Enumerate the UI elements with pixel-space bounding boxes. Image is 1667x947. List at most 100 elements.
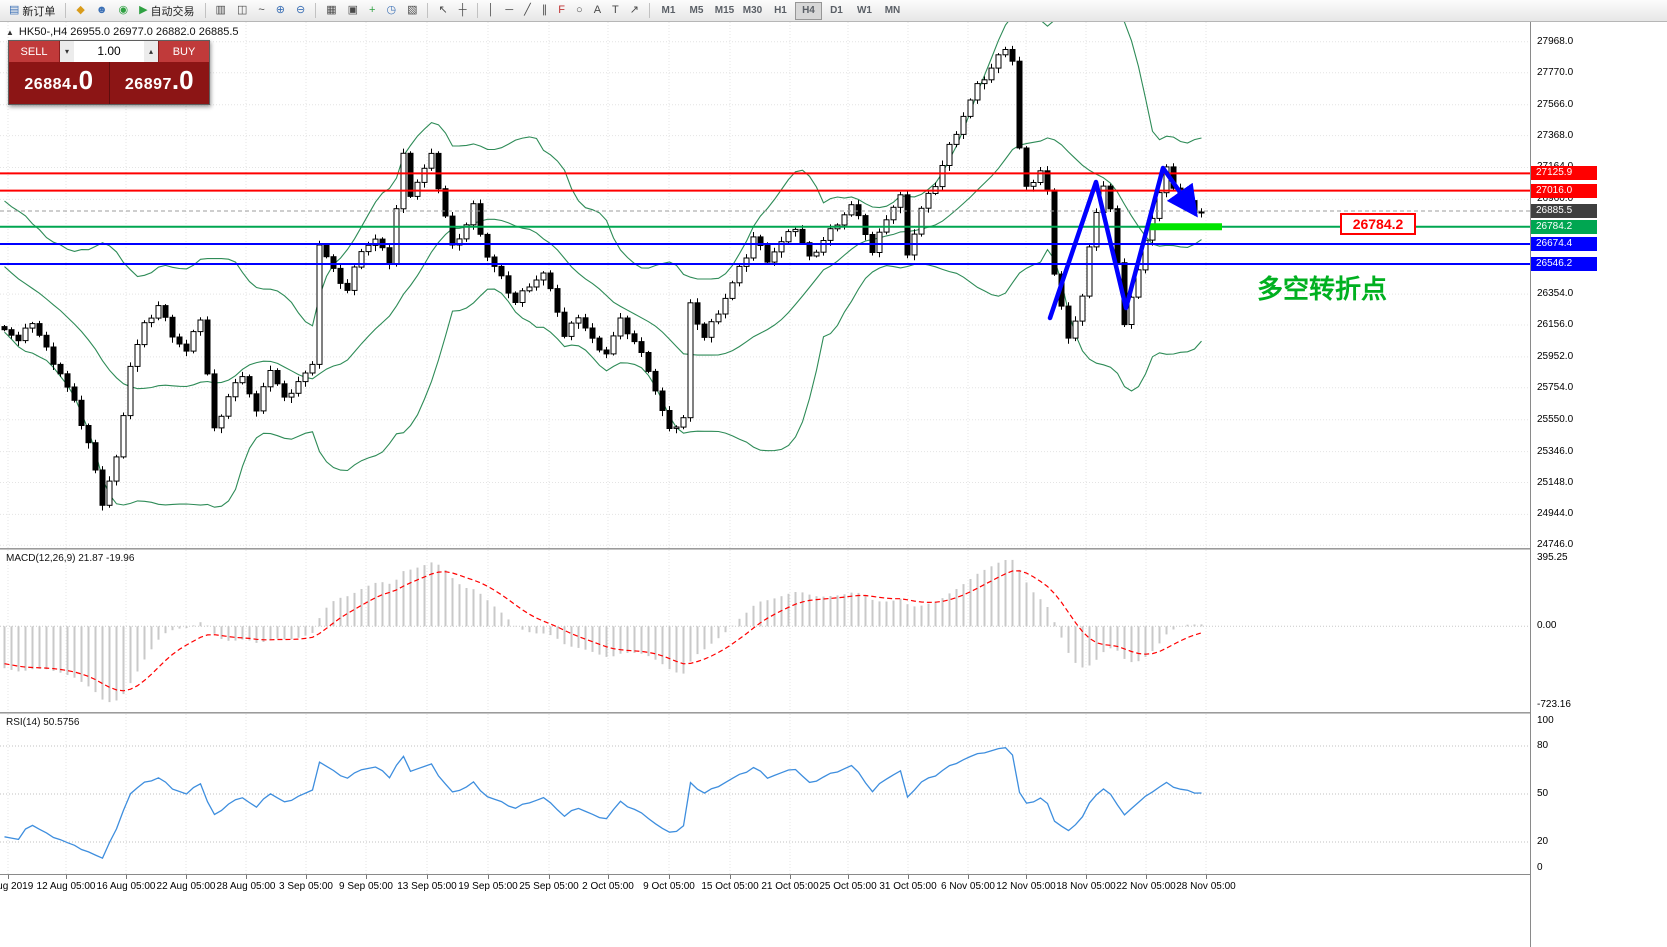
pane-separator[interactable]	[0, 712, 1667, 714]
timeframe-w1-button[interactable]: W1	[851, 2, 878, 20]
auto-trading-label: 自动交易	[150, 5, 195, 18]
volume-input[interactable]: 1.00	[74, 41, 144, 62]
timeframe-m5-button[interactable]: M5	[683, 2, 710, 20]
crosshair-button[interactable]: ┼	[454, 2, 472, 20]
price-callout[interactable]: 26784.2	[1340, 213, 1416, 235]
profile-button[interactable]: ☻	[91, 2, 113, 20]
price-tick-label: 25346.0	[1537, 446, 1574, 457]
time-tick	[488, 875, 489, 879]
price-tick-label: 26156.0	[1537, 319, 1574, 330]
volume-decrease-button[interactable]: ▾	[60, 41, 74, 62]
tile-windows-button[interactable]: ▣	[343, 2, 363, 20]
time-tick-label: 15 Oct 05:00	[701, 881, 759, 892]
pane-separator[interactable]	[0, 548, 1667, 550]
rsi-pane[interactable]: RSI(14) 50.5756	[0, 714, 1530, 874]
bar-chart-button[interactable]: ▥	[211, 2, 231, 20]
macd-pane[interactable]: MACD(12,26,9) 21.87 -19.96	[0, 550, 1530, 712]
bollinger-upper-band	[4, 22, 1202, 327]
vertical-line-button[interactable]: │	[483, 2, 500, 20]
price-tick-label: 24944.0	[1537, 508, 1574, 519]
time-tick-label: 25 Sep 05:00	[519, 881, 579, 892]
timeframe-d1-button[interactable]: D1	[823, 2, 850, 20]
price-line-badge: 27016.0	[1531, 184, 1597, 198]
new-order-button[interactable]: ▤ 新订单	[4, 2, 60, 20]
price-axis-rsi[interactable]: 100 80 50 20 0	[1531, 714, 1667, 874]
time-tick	[908, 875, 909, 879]
price-tick-label: 27566.0	[1537, 99, 1574, 110]
auto-trading-icon: ▶	[139, 4, 148, 16]
label-icon: T	[612, 4, 619, 16]
shapes-button[interactable]: ○	[571, 2, 588, 20]
text-button[interactable]: A	[589, 2, 606, 20]
price-axis[interactable]: 27968.027770.027566.027368.027164.026960…	[1530, 22, 1667, 947]
toolbar-separator	[65, 3, 67, 18]
line-chart-button[interactable]: ~	[253, 2, 269, 20]
trendline-button[interactable]: ╱	[519, 2, 536, 20]
indicators-icon: +	[369, 4, 376, 16]
grid-button[interactable]: ▦	[321, 2, 341, 20]
tile-windows-icon: ▣	[347, 4, 359, 16]
toolbar-separator	[476, 3, 478, 18]
zoom-in-icon: ⊕	[275, 4, 285, 16]
candles	[1, 49, 1205, 506]
community-button[interactable]: ◆	[71, 2, 89, 20]
sell-price-button[interactable]: 26884.0	[9, 62, 109, 104]
time-tick-label: 28 Nov 05:00	[1176, 881, 1236, 892]
trend-zigzag-arrow[interactable]	[1047, 165, 1198, 321]
buy-button[interactable]: BUY	[159, 41, 209, 62]
timeframe-m30-button[interactable]: M30	[739, 2, 766, 20]
macd-histogram	[3, 559, 1203, 703]
globe-button[interactable]: ◉	[113, 2, 133, 20]
new-order-icon: ▤	[9, 4, 20, 16]
globe-icon: ◉	[118, 4, 129, 16]
timeframe-h1-button[interactable]: H1	[767, 2, 794, 20]
panel-toggle-icon[interactable]: ▲	[6, 27, 14, 37]
macd-canvas[interactable]	[0, 550, 1530, 712]
cursor-button[interactable]: ↖	[433, 2, 452, 20]
time-tick-label: 16 Aug 05:00	[96, 881, 156, 892]
time-tick	[186, 875, 187, 879]
period-button[interactable]: ◷	[381, 2, 401, 20]
rsi-axis-label: 0	[1537, 862, 1543, 873]
zoom-out-button[interactable]: ⊖	[291, 2, 310, 20]
price-axis-main[interactable]: 27968.027770.027566.027368.027164.026960…	[1531, 22, 1667, 550]
timeframe-h4-button[interactable]: H4	[794, 1, 822, 20]
candlestick-chart-button[interactable]: ◫	[232, 2, 252, 20]
price-tick-label: 27368.0	[1537, 130, 1574, 141]
bollinger-middle-band	[4, 137, 1202, 390]
bollinger-lower-band	[4, 248, 1202, 508]
rsi-canvas[interactable]	[0, 714, 1530, 874]
timeframe-m15-button[interactable]: M15	[711, 2, 738, 20]
sell-button[interactable]: SELL	[9, 41, 59, 62]
toolbar-separator	[204, 3, 206, 18]
time-tick-label: 28 Aug 05:00	[216, 881, 276, 892]
arrows-button[interactable]: ↗	[625, 2, 644, 20]
volume-increase-button[interactable]: ▴	[144, 41, 158, 62]
time-tick-label: 25 Oct 05:00	[819, 881, 877, 892]
rsi-axis-label: 20	[1537, 836, 1549, 847]
price-line-badge: 26885.5	[1531, 204, 1597, 218]
auto-trading-button[interactable]: ▶ 自动交易	[134, 2, 199, 20]
main-chart-pane[interactable]: 26784.2 多空转折点 ▲ HK50-,H4 26955.0 26977.0 …	[0, 22, 1530, 548]
buy-price-button[interactable]: 26897.0	[108, 62, 210, 104]
time-tick-label: 18 Nov 05:00	[1056, 881, 1116, 892]
price-chart-canvas[interactable]: 26784.2 多空转折点	[0, 22, 1530, 548]
zoom-in-button[interactable]: ⊕	[271, 2, 290, 20]
time-tick-label: 21 Oct 05:00	[761, 881, 819, 892]
label-button[interactable]: T	[607, 2, 624, 20]
new-order-label: 新订单	[22, 5, 56, 18]
horizontal-line-button[interactable]: ─	[500, 2, 518, 20]
clock-icon: ◷	[386, 4, 397, 16]
timeframe-mn-button[interactable]: MN	[879, 2, 906, 20]
fibonacci-button[interactable]: F	[553, 2, 570, 20]
svg-text:26784.2: 26784.2	[1353, 216, 1404, 232]
indicators-button[interactable]: +	[364, 2, 380, 20]
price-tick-label: 26960.0	[1537, 193, 1574, 204]
template-icon: ▧	[407, 4, 418, 16]
template-button[interactable]: ▧	[402, 2, 422, 20]
timeframe-m1-button[interactable]: M1	[655, 2, 682, 20]
channel-button[interactable]: ∥	[537, 2, 553, 20]
price-axis-macd[interactable]: 395.25 0.00 -723.16	[1531, 550, 1667, 712]
